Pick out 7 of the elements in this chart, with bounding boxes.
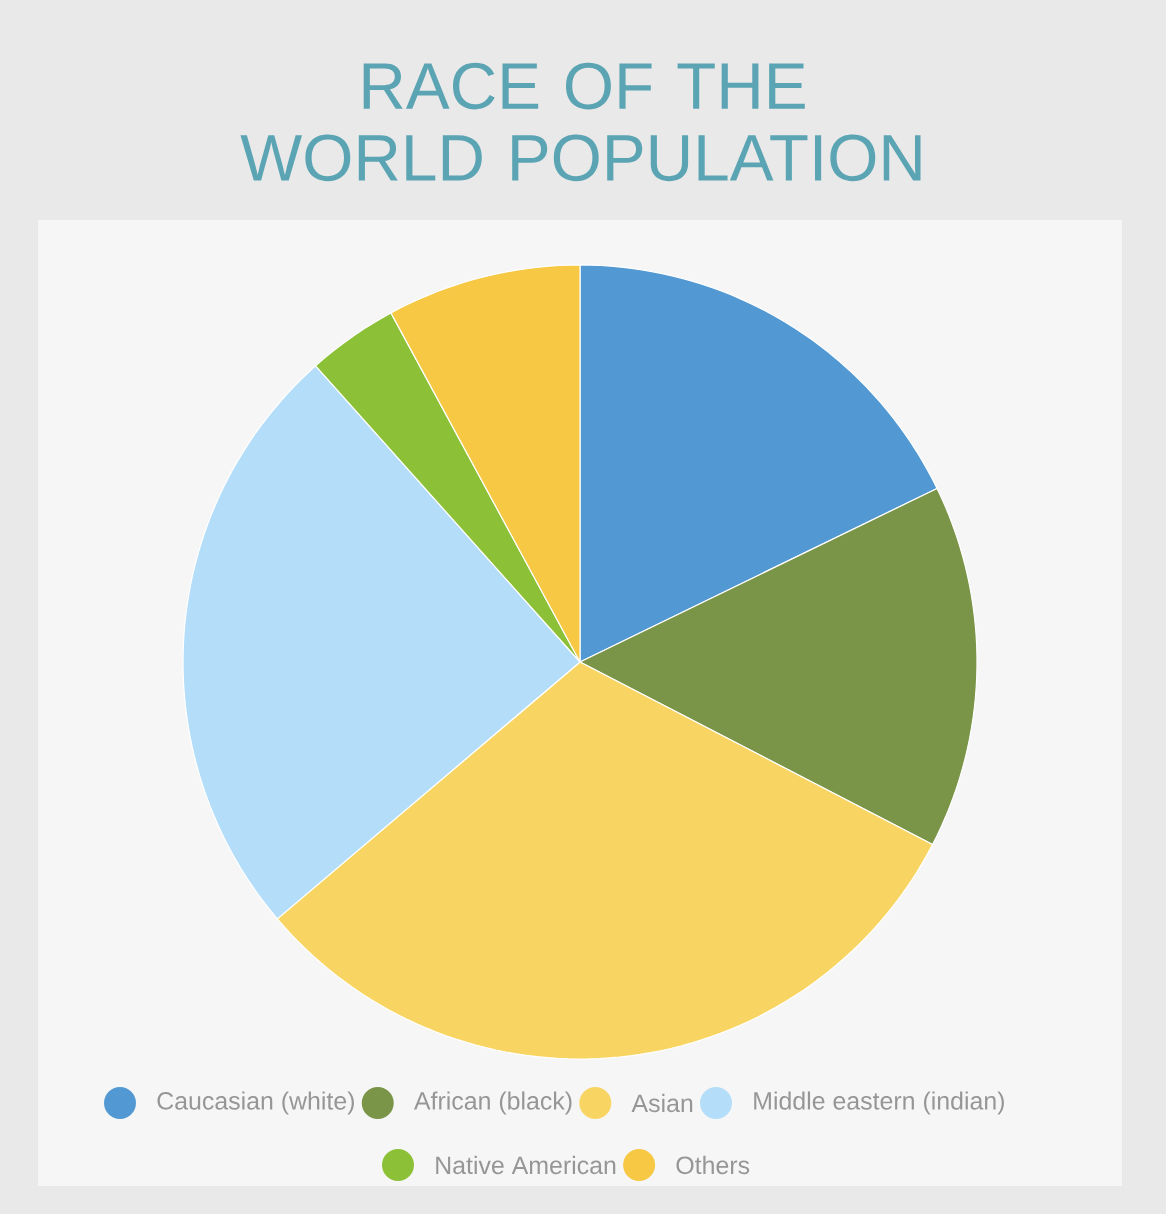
legend-label: Caucasian (white) xyxy=(157,1091,354,1115)
chart-title: RACE OF THE WORLD POPULATION xyxy=(240,62,921,182)
legend-label: African (black) xyxy=(413,1091,572,1115)
legend-label: Native American xyxy=(436,1155,616,1175)
legend-label: Others xyxy=(676,1155,750,1175)
legend-label: Middle eastern (indian) xyxy=(754,1091,1004,1115)
legend-label: Asian xyxy=(631,1093,693,1113)
